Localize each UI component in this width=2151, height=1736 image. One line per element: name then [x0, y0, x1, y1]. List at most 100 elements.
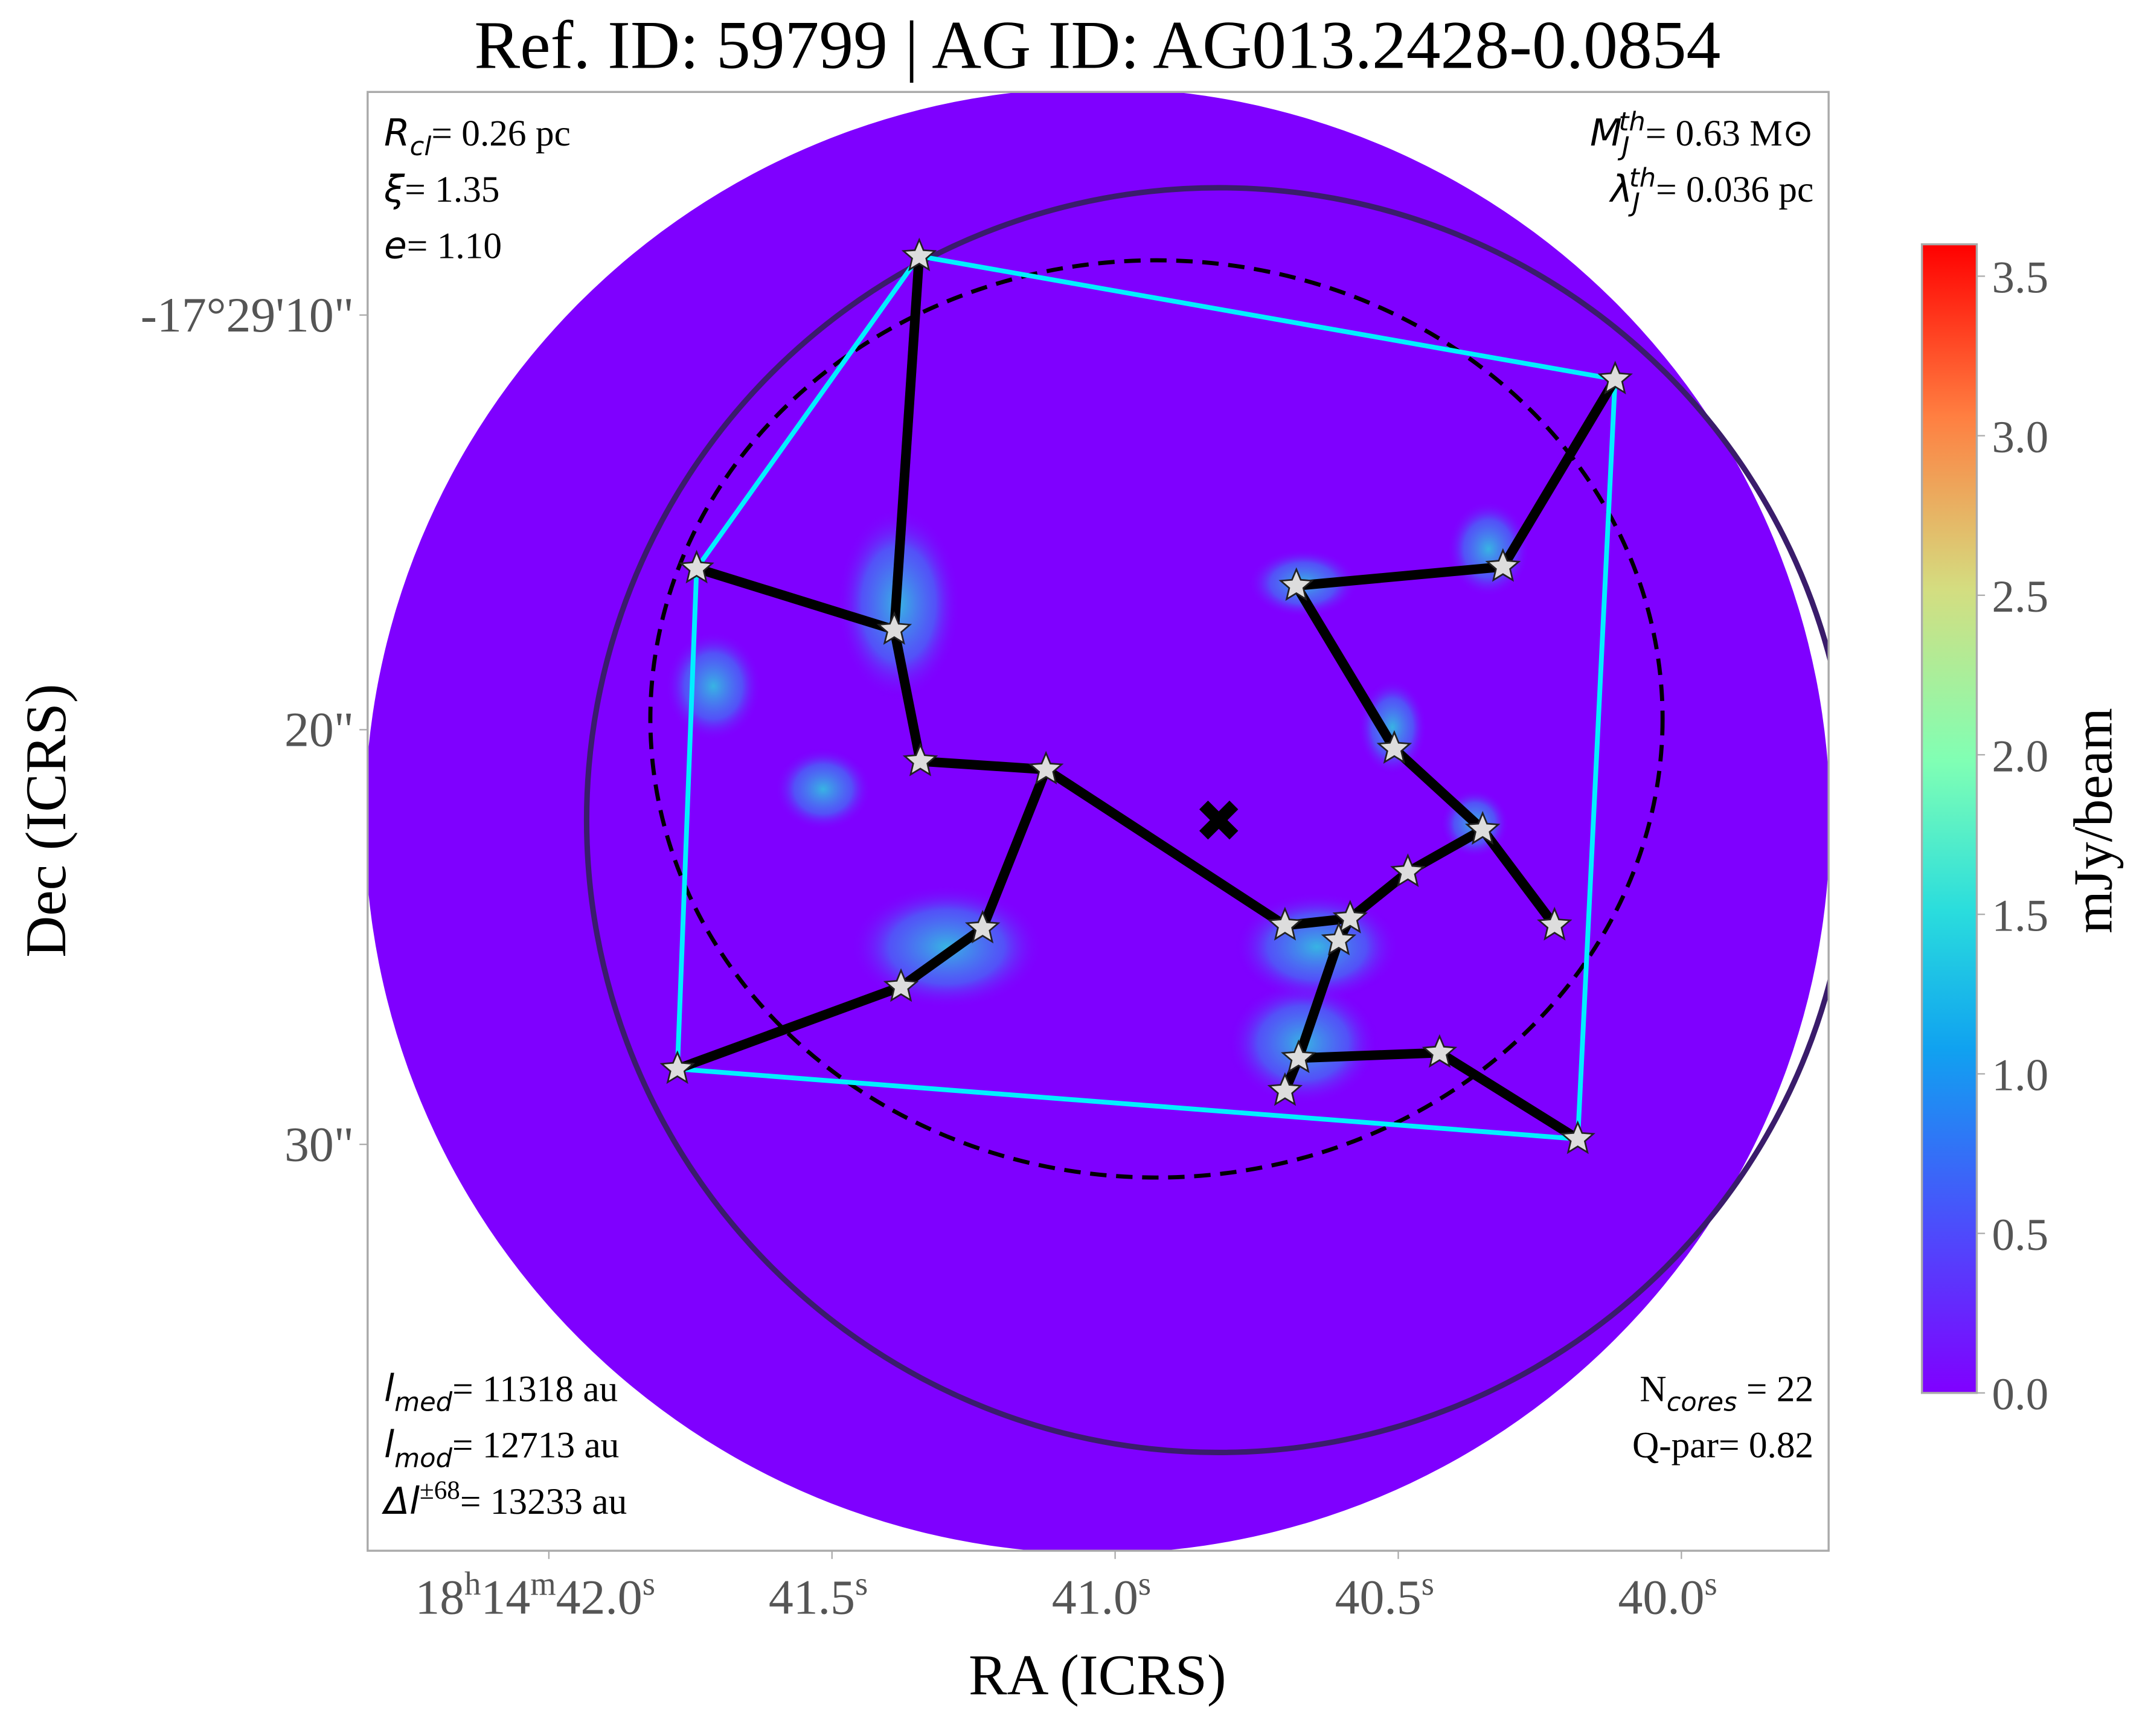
mst-edge — [1295, 562, 1504, 591]
core — [1028, 751, 1064, 785]
annotation-symbol: l — [384, 1367, 394, 1410]
colorbar-tick-label: 3.0 — [1992, 412, 2048, 463]
core — [1485, 548, 1521, 582]
annotation-symbol: e — [384, 224, 407, 267]
annotation-symbol: λ — [1609, 168, 1632, 211]
annotation-sup: th — [1629, 163, 1656, 193]
mst-edge — [1292, 583, 1399, 752]
core — [1278, 567, 1315, 601]
core — [1332, 900, 1368, 934]
annotation-text: = 0.26 pc — [431, 113, 570, 154]
colorbar-tick-label: 0.5 — [1992, 1210, 2048, 1260]
annotation: Δl±68= 13233 au — [382, 1476, 627, 1523]
mst-edge — [1043, 765, 1288, 930]
annotation-text: = 1.10 — [407, 225, 502, 266]
core — [1267, 906, 1303, 941]
annotation-symbol: ξ — [383, 168, 405, 211]
annotation-prefix: N — [1640, 1368, 1666, 1409]
annotation-text: = 0.036 pc — [1656, 169, 1813, 210]
colorbar-tick-label: 1.5 — [1992, 891, 2048, 941]
core — [1597, 360, 1633, 395]
annotation-sub: med — [394, 1387, 453, 1417]
annotation-text: = 11318 au — [452, 1368, 618, 1409]
annotation-text: Q-par= 0.82 — [1632, 1425, 1813, 1466]
mst-edge — [1347, 868, 1411, 923]
mst-edge — [1293, 938, 1344, 1060]
mst-edge — [695, 563, 896, 635]
fit-ellipse — [648, 258, 1665, 1180]
x-axis-label: RA (ICRS) — [969, 1643, 1226, 1707]
colorbar — [1920, 243, 1978, 1394]
mst-edge — [898, 924, 986, 991]
x-tick-label: 40.0s — [1618, 1565, 1717, 1625]
map-disk — [367, 92, 1829, 1551]
annotation-text: = 12713 au — [452, 1425, 619, 1466]
mst-edge — [920, 756, 1047, 775]
core — [902, 742, 938, 777]
core — [883, 968, 919, 1002]
mst-edge — [978, 767, 1051, 930]
annotation: lmed= 11318 au — [384, 1367, 618, 1417]
core — [1536, 906, 1572, 941]
core — [901, 237, 937, 272]
annotation-sup: ±68 — [420, 1476, 460, 1505]
annotation-sub: cl — [410, 132, 432, 162]
annotation: λJth= 0.036 pc — [1609, 163, 1813, 218]
mst-edge — [890, 629, 925, 763]
annotation: MJth= 0.63 M⊙ — [1590, 107, 1813, 162]
core — [1376, 730, 1412, 764]
annotation-symbol: l — [384, 1424, 394, 1467]
annotation-text: = 13233 au — [460, 1481, 627, 1522]
annotation-text: = 0.63 M⊙ — [1646, 113, 1813, 154]
mst-edge — [1298, 1048, 1440, 1063]
colorbar-tick-label: 2.5 — [1992, 572, 2048, 622]
x-tick-label: 41.5s — [769, 1565, 868, 1625]
y-tick-label: -17°29'10" — [141, 287, 354, 342]
colorbar-label: mJy/beam — [2063, 708, 2124, 934]
map — [367, 92, 1829, 1551]
core — [1390, 853, 1426, 888]
convex-hull — [675, 253, 1618, 1142]
y-tick-label: 30" — [284, 1116, 354, 1171]
core — [1464, 811, 1501, 845]
annotation: lmod= 12713 au — [384, 1424, 619, 1474]
core — [1321, 921, 1357, 956]
mst-edge — [1499, 377, 1620, 569]
y-tick-label: 20" — [284, 702, 354, 757]
chart-title: Ref. ID: 59799 | AG ID: AG013.2428-0.085… — [474, 7, 1720, 83]
mst-edge — [889, 255, 925, 630]
x-tick-label: 40.5s — [1335, 1565, 1434, 1625]
annotation: Q-par= 0.82 — [1632, 1425, 1813, 1466]
annotation: ξ= 1.35 — [383, 168, 499, 211]
x-tick-label: 18h14m42.0s — [415, 1565, 655, 1625]
center-marker — [1199, 800, 1239, 840]
mst-edge — [1391, 745, 1486, 833]
annotation: e= 1.10 — [384, 224, 502, 267]
core — [1281, 1039, 1316, 1074]
annotation: Rcl= 0.26 pc — [384, 112, 571, 162]
annotation-sup: th — [1618, 107, 1645, 137]
overlay — [584, 185, 1829, 1455]
core — [1267, 1072, 1303, 1106]
cluster-circle — [584, 185, 1829, 1455]
x-tick-label: 41.0s — [1052, 1565, 1151, 1625]
mst-edge — [676, 982, 903, 1074]
mst-edge — [1437, 1048, 1580, 1144]
annotation-symbol: Δl — [382, 1480, 420, 1523]
core — [964, 909, 1001, 944]
annotation-symbol: M — [1590, 112, 1622, 155]
axes-frame — [367, 91, 1830, 1552]
core — [679, 549, 714, 584]
colorbar-tick-label: 0.0 — [1992, 1369, 2048, 1420]
annotation-text: = 22 — [1737, 1368, 1814, 1409]
annotation-sub: mod — [394, 1444, 452, 1474]
core — [876, 611, 912, 645]
annotation-sub: cores — [1667, 1387, 1737, 1417]
colorbar-tick-label: 3.5 — [1992, 253, 2048, 303]
y-axis-label: Dec (ICRS) — [14, 684, 78, 957]
annotation-symbol: R — [384, 112, 410, 155]
colorbar-tick-label: 2.0 — [1992, 731, 2048, 781]
core — [659, 1050, 696, 1084]
annotation-text: = 1.35 — [405, 169, 499, 210]
